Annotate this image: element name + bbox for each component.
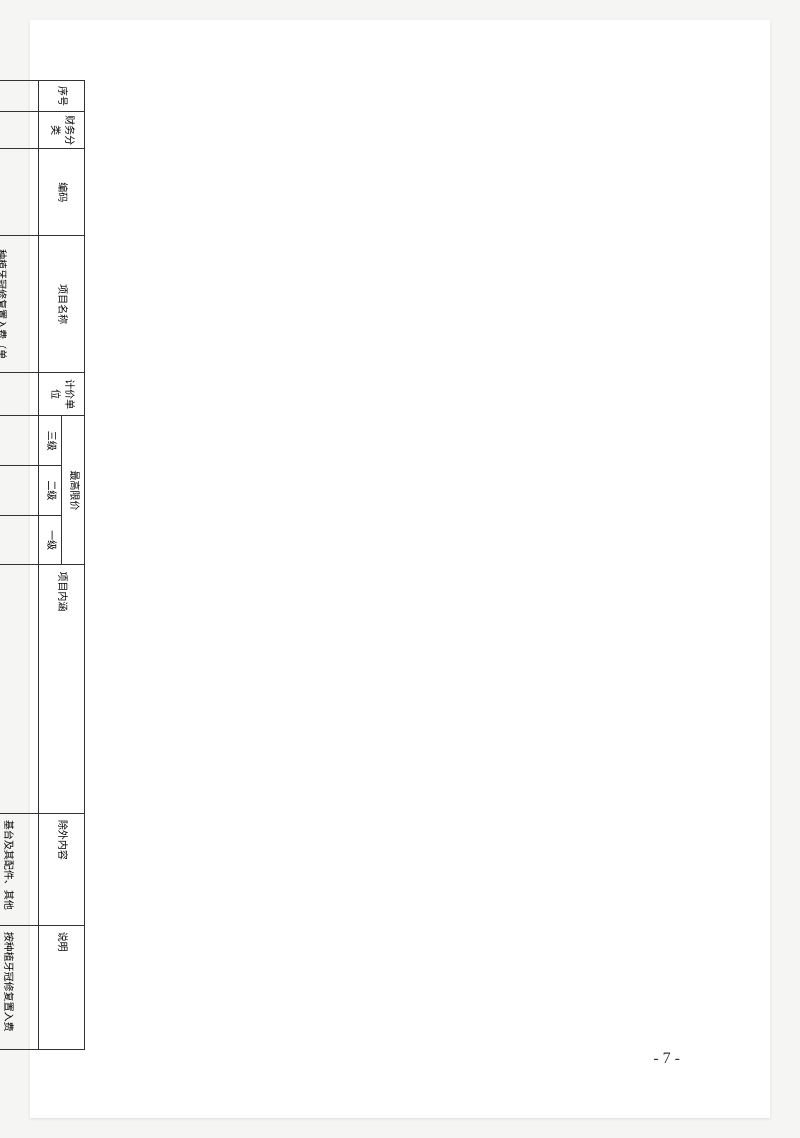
cell-p3: 852: [0, 416, 39, 466]
cell-content: [0, 565, 39, 813]
cell-unit: 牙位: [0, 372, 39, 415]
cell-seq: 7: [0, 81, 39, 112]
header-price1: 一级: [39, 515, 62, 565]
cell-fin: E: [0, 112, 39, 149]
header-desc: 说明: [39, 925, 85, 1049]
header-price2: 二级: [39, 466, 62, 516]
header-name: 项目名称: [39, 236, 85, 373]
header-code: 编码: [39, 149, 85, 236]
header-fin: 财务分类: [39, 112, 85, 149]
cell-code: 310517010b: [0, 149, 39, 236]
cell-p1: 546: [0, 515, 39, 565]
document-page: 序号 财务分类 编码 项目名称 计价单位 最高限价 项目内涵 除外内容 说明 三…: [30, 20, 770, 1118]
pricing-table: 序号 财务分类 编码 项目名称 计价单位 最高限价 项目内涵 除外内容 说明 三…: [0, 80, 85, 1050]
cell-p2: 682: [0, 466, 39, 516]
cell-desc: 按种植牙冠修复置入费（单颗）收费标准减收40%: [0, 925, 39, 1049]
page-number: - 7 -: [653, 1050, 680, 1068]
header-price3: 三级: [39, 416, 62, 466]
table-row: 7 E 310517010b 种植牙冠修复置入费（单颗）-临时冠修复置入（减收）…: [0, 81, 39, 1050]
header-unit: 计价单位: [39, 372, 85, 415]
table-container: 序号 财务分类 编码 项目名称 计价单位 最高限价 项目内涵 除外内容 说明 三…: [0, 80, 85, 1050]
cell-exclude: 基台及其配件、其他类型种植修复上部配件、义齿: [0, 813, 39, 925]
cell-name: 种植牙冠修复置入费（单颗）-临时冠修复置入（减收）: [0, 236, 39, 373]
header-seq: 序号: [39, 81, 85, 112]
header-content: 项目内涵: [39, 565, 85, 813]
header-exclude: 除外内容: [39, 813, 85, 925]
header-row-1: 序号 财务分类 编码 项目名称 计价单位 最高限价 项目内涵 除外内容 说明: [62, 81, 85, 1050]
header-price-group: 最高限价: [62, 416, 85, 565]
